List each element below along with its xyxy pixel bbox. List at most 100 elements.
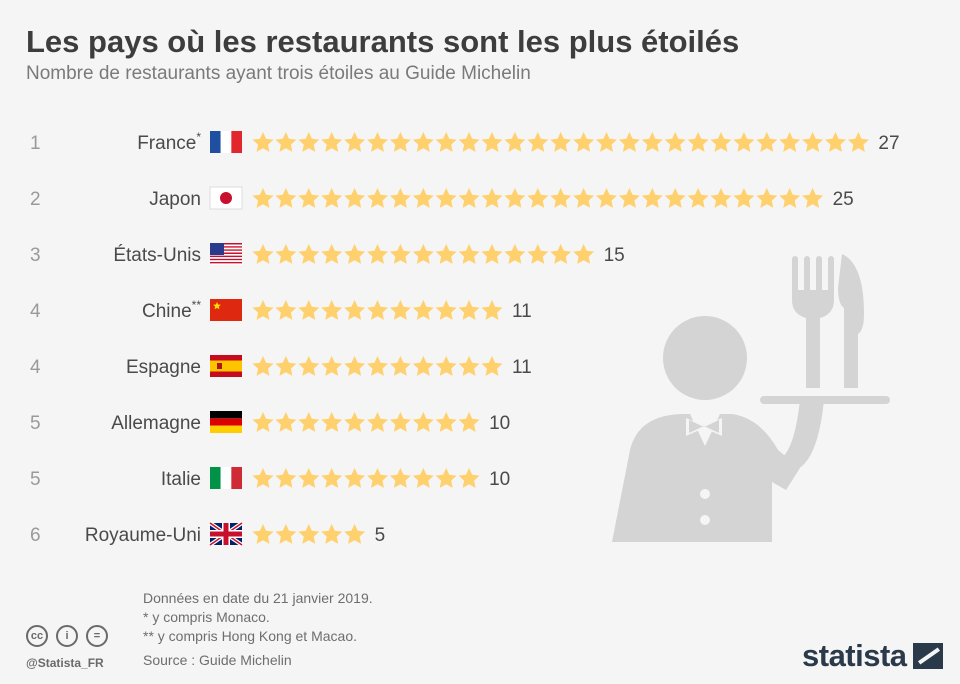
star-mark <box>412 412 434 432</box>
star-mark <box>252 188 274 208</box>
category-name: États-Unis <box>113 245 201 266</box>
category-name: Italie <box>161 469 201 490</box>
star-mark <box>481 300 503 320</box>
star-mark <box>458 300 480 320</box>
star-mark <box>344 188 366 208</box>
star-mark <box>344 300 366 320</box>
star-mark <box>733 188 755 208</box>
rank-label: 4 <box>30 301 41 322</box>
star-chart: 1 France* 27 2 Japon 25 3 États-Unis 15 4 Chine** 1… <box>30 130 900 547</box>
star-mark <box>412 468 434 488</box>
star-mark <box>389 132 411 152</box>
category-name: Allemagne <box>111 413 201 434</box>
star-mark <box>618 188 640 208</box>
license-icons: cc i = <box>26 625 108 647</box>
footnote-monaco: * y compris Monaco. <box>143 609 270 625</box>
source-note: Source : Guide Michelin <box>143 652 292 668</box>
star-mark <box>321 468 343 488</box>
star-mark <box>321 524 343 544</box>
category-label: Chine** <box>142 298 201 322</box>
flag-germany-icon <box>210 411 242 433</box>
star-mark <box>481 356 503 376</box>
star-mark <box>298 188 320 208</box>
twitter-handle[interactable]: @Statista_FR <box>26 656 104 670</box>
statista-logo[interactable]: statista <box>802 638 943 674</box>
star-mark <box>389 356 411 376</box>
category-label: Japon <box>149 189 201 210</box>
star-mark <box>321 132 343 152</box>
star-mark <box>252 468 274 488</box>
value-label: 5 <box>375 525 386 546</box>
star-mark <box>687 188 709 208</box>
star-mark <box>252 356 274 376</box>
value-label: 27 <box>878 133 899 154</box>
footnote-date: Données en date du 21 janvier 2019. <box>143 590 373 606</box>
statista-mark-icon <box>912 643 943 669</box>
star-mark <box>550 244 572 264</box>
star-mark <box>275 412 297 432</box>
star-mark <box>664 188 686 208</box>
value-label: 11 <box>512 301 532 322</box>
rank-label: 1 <box>30 133 41 154</box>
star-mark <box>458 188 480 208</box>
footnotes: Données en date du 21 janvier 2019. * y … <box>143 589 373 646</box>
star-mark <box>389 412 411 432</box>
star-mark <box>641 132 663 152</box>
star-mark <box>367 244 388 264</box>
chart-row: 4 Espagne 11 <box>30 355 532 378</box>
star-mark <box>389 188 411 208</box>
star-mark <box>641 188 663 208</box>
chart-row: 5 Italie 10 <box>30 467 510 490</box>
no-derivatives-icon[interactable]: = <box>86 625 108 647</box>
star-mark <box>412 132 434 152</box>
star-mark <box>435 132 457 152</box>
star-mark <box>275 132 297 152</box>
waiter-with-tray-icon <box>612 254 890 542</box>
star-mark <box>298 412 320 432</box>
rank-label: 5 <box>30 469 41 490</box>
chart-title: Les pays où les restaurants sont les plu… <box>26 24 740 59</box>
category-label: Royaume-Uni <box>85 525 201 546</box>
creative-commons-icon[interactable]: cc <box>26 625 48 647</box>
star-mark <box>275 188 297 208</box>
star-mark <box>252 412 274 432</box>
flag-china-icon <box>210 299 242 321</box>
star-mark <box>367 468 388 488</box>
star-mark <box>435 300 457 320</box>
star-mark <box>389 244 411 264</box>
star-mark <box>344 132 366 152</box>
star-mark <box>275 468 297 488</box>
value-label: 15 <box>604 245 625 266</box>
star-mark <box>389 300 411 320</box>
star-mark <box>550 188 572 208</box>
star-mark <box>435 412 457 432</box>
category-label: France* <box>137 130 201 154</box>
attribution-icon[interactable]: i <box>56 625 78 647</box>
rank-label: 5 <box>30 413 41 434</box>
star-mark <box>710 132 732 152</box>
star-mark <box>596 188 617 208</box>
star-mark <box>550 132 572 152</box>
star-mark <box>321 188 343 208</box>
rank-label: 6 <box>30 525 41 546</box>
star-mark <box>733 132 755 152</box>
chart-subtitle: Nombre de restaurants ayant trois étoile… <box>26 63 531 84</box>
star-mark <box>275 524 297 544</box>
star-mark <box>344 412 366 432</box>
star-mark <box>847 132 869 152</box>
star-mark <box>252 132 274 152</box>
statista-wordmark: statista <box>802 638 907 673</box>
flag-spain-icon <box>210 355 242 377</box>
star-mark <box>779 188 801 208</box>
flag-japan-icon <box>209 186 243 210</box>
value-label: 25 <box>833 189 854 210</box>
star-mark <box>481 244 503 264</box>
star-mark <box>435 188 457 208</box>
star-mark <box>367 188 388 208</box>
star-mark <box>756 188 778 208</box>
category-name: Royaume-Uni <box>85 525 201 546</box>
star-mark <box>458 132 480 152</box>
star-mark <box>527 244 549 264</box>
value-label: 10 <box>489 469 510 490</box>
star-mark <box>435 356 457 376</box>
